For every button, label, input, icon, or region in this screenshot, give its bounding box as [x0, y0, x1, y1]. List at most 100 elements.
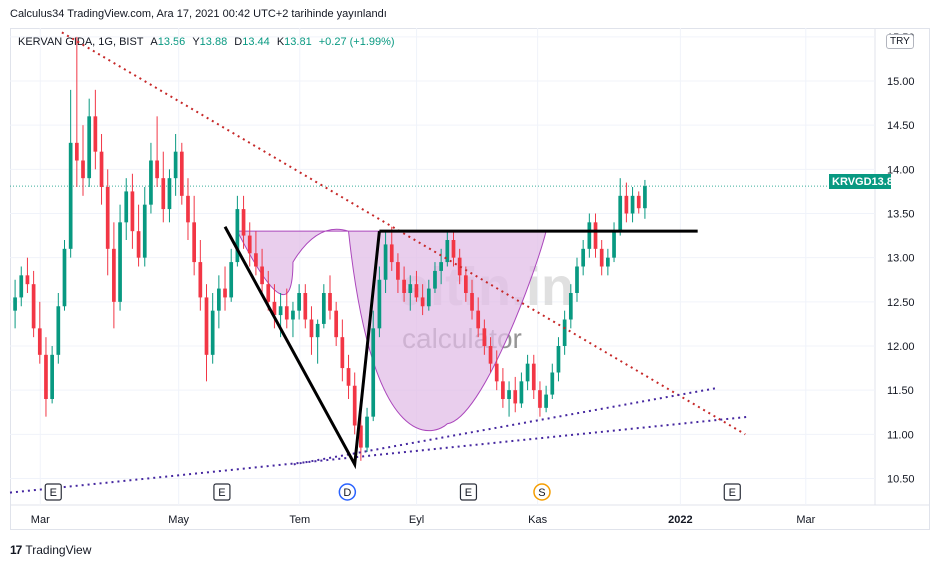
candle	[297, 284, 301, 320]
earnings-icon	[44, 483, 62, 501]
currency-badge[interactable]: TRY	[886, 34, 914, 49]
candle-body	[544, 394, 548, 408]
time-tick-label: Eyl	[409, 514, 424, 526]
candle	[414, 270, 419, 302]
candle	[321, 284, 326, 329]
cup-pattern	[236, 228, 547, 432]
candle	[50, 346, 54, 404]
candle-body	[420, 297, 425, 307]
candle	[544, 385, 548, 413]
candle	[630, 187, 635, 223]
candle-body	[87, 116, 92, 179]
candle-body	[488, 346, 493, 364]
candle	[179, 142, 184, 205]
candle	[451, 231, 456, 267]
event-label: E	[465, 487, 472, 499]
candle-body	[229, 262, 234, 298]
candle	[210, 293, 215, 364]
candle	[247, 222, 252, 267]
time-tick-label: Mar	[31, 514, 50, 526]
price-tick-label: 10.50	[887, 474, 915, 486]
price-tick-label: 12.50	[887, 297, 915, 309]
candle	[581, 240, 586, 276]
candle-body	[550, 372, 555, 395]
candle-body	[618, 195, 623, 232]
candle	[186, 178, 190, 240]
candle	[161, 151, 166, 223]
candle	[389, 226, 394, 271]
candle	[223, 266, 227, 311]
candle	[31, 270, 36, 338]
candle	[217, 275, 221, 329]
candle	[136, 204, 141, 267]
candle-body	[507, 390, 511, 399]
candle	[556, 337, 561, 382]
candle	[62, 240, 67, 311]
candle-body	[414, 284, 419, 298]
candle-body	[439, 262, 443, 271]
candle-body	[161, 178, 166, 210]
candle	[383, 231, 388, 293]
candle	[19, 266, 24, 307]
price-axis[interactable]: 15.5015.0014.5014.0013.5013.0012.5012.00…	[887, 32, 915, 486]
candle-body	[315, 323, 320, 338]
candle	[124, 178, 129, 240]
event-label: D	[343, 487, 351, 499]
candle	[192, 195, 197, 276]
descending-trendline	[61, 31, 746, 436]
candle	[587, 213, 592, 258]
time-tick-label: Kas	[528, 514, 547, 526]
candle	[25, 257, 30, 293]
candle-body	[501, 381, 505, 399]
candle	[501, 368, 505, 408]
candle	[340, 319, 345, 382]
candle	[272, 284, 277, 329]
candle-body	[241, 209, 246, 236]
event-label: E	[729, 487, 736, 499]
event-marker-D: D	[338, 483, 357, 501]
candle-body	[445, 240, 450, 263]
tradingview-brand[interactable]: 17 TradingView	[10, 543, 91, 557]
time-axis[interactable]: Mar May Tem Eyl Kas 2022 Mar	[31, 514, 816, 526]
candle-body	[575, 266, 579, 293]
candle	[260, 248, 264, 293]
candle-body	[359, 425, 363, 448]
v-pattern-line	[223, 226, 381, 470]
candle	[396, 253, 400, 293]
candle-body	[142, 204, 147, 258]
earnings-icon	[459, 483, 478, 501]
candle	[538, 381, 542, 417]
candle-body	[371, 328, 376, 417]
candle	[463, 266, 468, 302]
candle-body	[556, 346, 561, 373]
candle-body	[50, 354, 54, 399]
last-price-tag: KRVGD 13.81	[829, 174, 899, 189]
candle	[507, 381, 511, 417]
candle-body	[223, 288, 227, 298]
candle-body	[217, 288, 221, 311]
candle	[87, 98, 92, 187]
candle	[167, 169, 172, 223]
split-icon	[533, 483, 551, 501]
candle	[346, 354, 351, 399]
event-label: E	[50, 487, 57, 499]
candle-body	[44, 354, 48, 399]
candle	[74, 36, 79, 187]
earnings-icon	[213, 483, 231, 501]
candle	[118, 204, 122, 311]
price-tick-label: 13.00	[887, 253, 915, 265]
candle-body	[426, 288, 431, 307]
candle	[142, 187, 147, 267]
candle-body	[587, 222, 592, 249]
candle	[44, 337, 48, 417]
price-tick-label: 11.50	[887, 385, 914, 397]
candle-body	[476, 310, 481, 329]
candle	[254, 231, 258, 276]
candle	[241, 195, 246, 249]
candle	[130, 173, 135, 249]
symbol-name: KERVAN GIDA, 1G, BIST	[18, 36, 144, 48]
event-marker-S: S	[533, 483, 551, 501]
candle-body	[210, 310, 215, 355]
candle	[624, 182, 629, 223]
